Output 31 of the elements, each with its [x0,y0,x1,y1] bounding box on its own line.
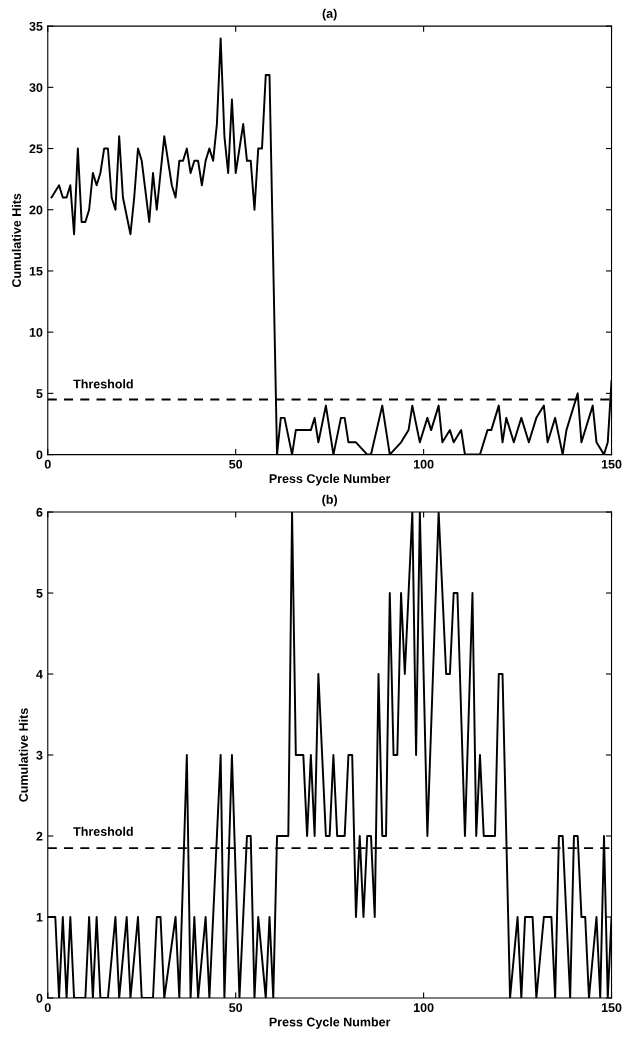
ref-line-label: Threshold [73,826,133,836]
y-tick-label: 2 [36,831,43,841]
y-tick-label: 0 [36,993,43,1003]
y-tick-label: 6 [36,507,43,517]
chart-title: (b) [322,494,338,507]
y-tick-label: 15 [29,266,43,276]
y-tick-label: 0 [36,450,43,460]
y-axis-title: Cumulative Hits [11,193,21,288]
x-axis-title: Press Cycle Number [269,473,391,486]
x-tick-label: 150 [601,1003,622,1013]
y-tick-label: 5 [36,588,43,598]
x-axis-title: Press Cycle Number [269,1017,391,1029]
y-tick-label: 35 [29,21,43,31]
y-axis-title: Cumulative Hits [18,708,28,802]
y-tick-label: 4 [36,669,43,679]
x-tick-label: 100 [413,1003,434,1013]
y-tick-label: 30 [29,83,43,92]
ref-line-label: Threshold [73,379,133,389]
chart-title: (a) [322,8,337,21]
y-tick-label: 25 [29,144,43,154]
x-tick-label: 150 [601,459,622,469]
x-tick-label: 0 [44,459,51,469]
y-tick-label: 1 [36,912,43,922]
y-tick-label: 20 [29,205,43,215]
y-tick-label: 3 [36,750,43,760]
x-tick-label: 0 [44,1003,51,1013]
x-tick-label: 100 [413,459,434,469]
y-tick-label: 5 [36,389,43,399]
x-tick-label: 50 [229,459,243,469]
y-tick-label: 10 [29,327,43,337]
x-tick-label: 50 [229,1003,243,1013]
